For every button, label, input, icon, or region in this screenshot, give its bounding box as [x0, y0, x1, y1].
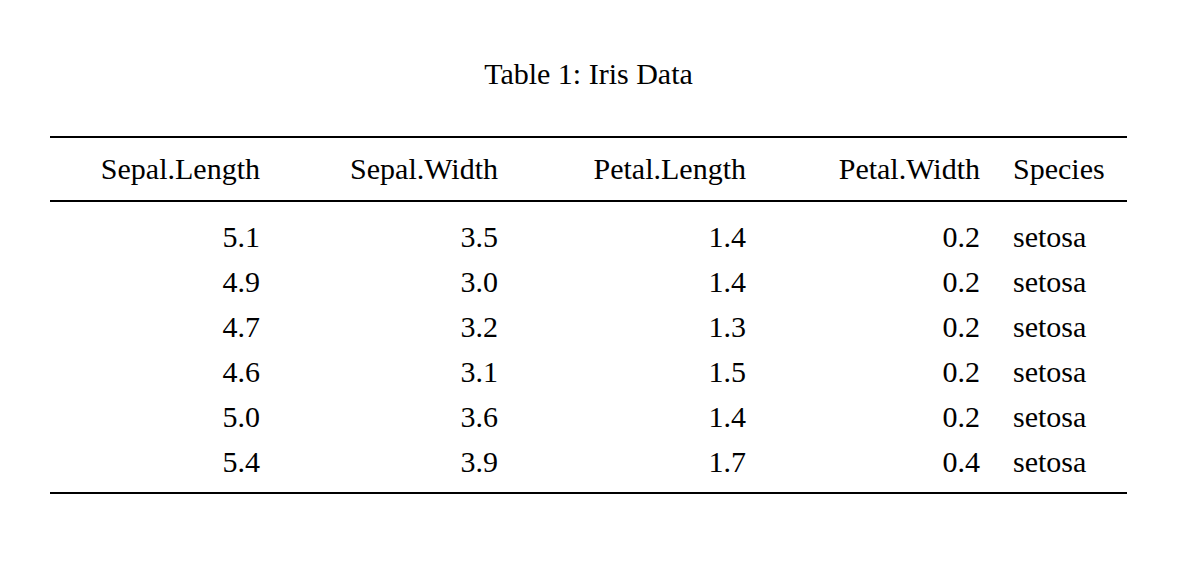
table-cell: 3.0 [260, 259, 498, 304]
table-cell: 0.2 [746, 201, 980, 259]
table-cell: 4.7 [50, 304, 260, 349]
table-cell: 3.6 [260, 394, 498, 439]
table-cell: 0.2 [746, 349, 980, 394]
table-cell: 1.7 [498, 439, 746, 493]
document-page: Table 1: Iris Data Sepal.LengthSepal.Wid… [50, 56, 1127, 494]
iris-data-table: Sepal.LengthSepal.WidthPetal.LengthPetal… [50, 136, 1127, 494]
table-cell: 0.4 [746, 439, 980, 493]
column-header-petal-length: Petal.Length [498, 137, 746, 201]
column-header-species: Species [980, 137, 1127, 201]
table-cell: 5.4 [50, 439, 260, 493]
table-row: 4.63.11.50.2setosa [50, 349, 1127, 394]
table-row: 5.03.61.40.2setosa [50, 394, 1127, 439]
table-cell: 1.4 [498, 394, 746, 439]
table-header: Sepal.LengthSepal.WidthPetal.LengthPetal… [50, 137, 1127, 201]
column-header-sepal-width: Sepal.Width [260, 137, 498, 201]
table-cell: 0.2 [746, 304, 980, 349]
table-cell: setosa [980, 349, 1127, 394]
table-cell: 3.9 [260, 439, 498, 493]
table-cell: setosa [980, 259, 1127, 304]
column-header-petal-width: Petal.Width [746, 137, 980, 201]
table-cell: setosa [980, 439, 1127, 493]
table-cell: 3.2 [260, 304, 498, 349]
table-cell: setosa [980, 201, 1127, 259]
table-cell: 0.2 [746, 394, 980, 439]
table-cell: 5.1 [50, 201, 260, 259]
table-cell: setosa [980, 304, 1127, 349]
table-cell: 1.5 [498, 349, 746, 394]
table-cell: 0.2 [746, 259, 980, 304]
table-row: 5.13.51.40.2setosa [50, 201, 1127, 259]
table-row: 4.93.01.40.2setosa [50, 259, 1127, 304]
table-cell: 3.1 [260, 349, 498, 394]
table-cell: 4.9 [50, 259, 260, 304]
table-cell: 4.6 [50, 349, 260, 394]
table-row: 4.73.21.30.2setosa [50, 304, 1127, 349]
column-header-sepal-length: Sepal.Length [50, 137, 260, 201]
table-cell: 5.0 [50, 394, 260, 439]
table-cell: setosa [980, 394, 1127, 439]
table-caption: Table 1: Iris Data [50, 56, 1127, 92]
table-cell: 3.5 [260, 201, 498, 259]
table-cell: 1.4 [498, 201, 746, 259]
table-cell: 1.4 [498, 259, 746, 304]
table-cell: 1.3 [498, 304, 746, 349]
table-row: 5.43.91.70.4setosa [50, 439, 1127, 493]
table-body: 5.13.51.40.2setosa4.93.01.40.2setosa4.73… [50, 201, 1127, 493]
table-header-row: Sepal.LengthSepal.WidthPetal.LengthPetal… [50, 137, 1127, 201]
